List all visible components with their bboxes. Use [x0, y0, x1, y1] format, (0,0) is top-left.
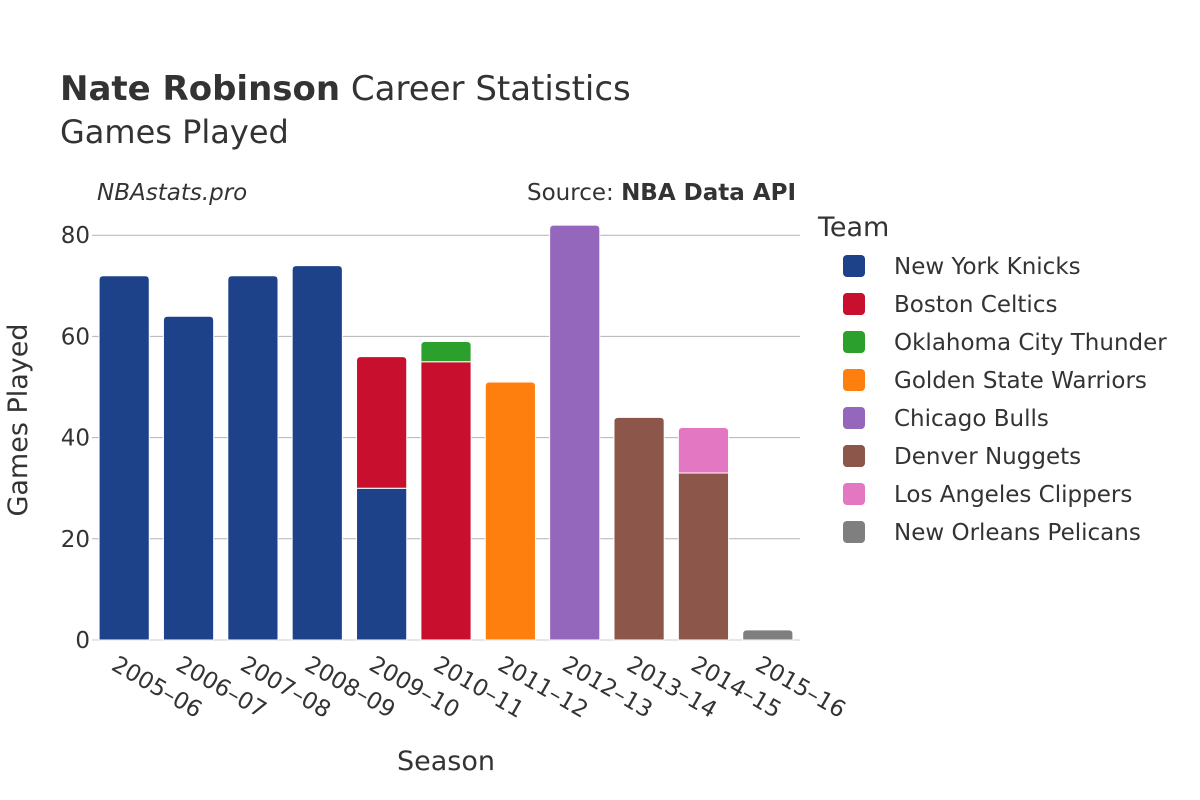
y-tick-label: 60	[61, 324, 90, 350]
legend-label: Los Angeles Clippers	[894, 482, 1132, 508]
chart-title: Nate Robinson Career Statistics	[60, 69, 631, 109]
legend-label: New Orleans Pelicans	[894, 520, 1141, 546]
legend-label: Boston Celtics	[894, 292, 1057, 318]
source-name: NBA Data API	[621, 180, 796, 206]
bars	[98, 224, 794, 641]
source-text: Source: NBA Data API	[527, 180, 796, 206]
legend-label: Oklahoma City Thunder	[894, 330, 1167, 356]
bar-segment	[420, 361, 472, 641]
legend-label: Golden State Warriors	[894, 368, 1147, 394]
y-axis-title: Games Played	[3, 323, 34, 516]
legend-swatch	[843, 331, 865, 353]
legend-swatch	[843, 293, 865, 315]
y-tick-label: 80	[61, 223, 90, 249]
legend-label: New York Knicks	[894, 254, 1081, 280]
legend: Team New York Knicks Boston Celtics Oklaho…	[817, 212, 1167, 546]
legend-swatch	[843, 369, 865, 391]
bar-segment	[227, 275, 279, 641]
bar-segment	[420, 340, 472, 363]
legend-swatch	[843, 445, 865, 467]
source-prefix: Source:	[527, 180, 621, 206]
y-tick-labels: 0 20 40 60 80	[61, 223, 90, 654]
legend-swatch	[843, 521, 865, 543]
legend-title: Team	[817, 212, 889, 243]
y-tick-label: 20	[61, 527, 90, 553]
bar-segment	[291, 265, 343, 641]
bar-segment	[613, 416, 665, 641]
chart-subtitle: Games Played	[60, 113, 289, 151]
bar-segment	[549, 224, 601, 641]
bar-segment	[677, 472, 730, 641]
y-tick-label: 40	[61, 426, 90, 452]
legend-label: Denver Nuggets	[894, 444, 1081, 470]
legend-label: Chicago Bulls	[894, 406, 1049, 432]
bar-segment	[742, 629, 794, 641]
x-tick-labels: 2005–062006–072007–082008–092009–102010–…	[107, 652, 850, 724]
watermark-text: NBAstats.pro	[97, 180, 247, 206]
bar-segment	[355, 487, 408, 641]
x-axis-title: Season	[397, 746, 495, 777]
legend-swatch	[843, 255, 865, 277]
legend-items: New York Knicks Boston Celtics Oklahoma Ci…	[843, 254, 1167, 546]
y-tick-label: 0	[75, 628, 90, 654]
legend-swatch	[843, 483, 865, 505]
title-player-name: Nate Robinson	[60, 69, 340, 109]
bar-segment	[356, 356, 408, 489]
title-suffix: Career Statistics	[340, 69, 631, 109]
bar-segment	[677, 427, 730, 474]
bar-segment	[98, 275, 150, 641]
bar-segment	[484, 381, 536, 641]
bar-segment	[162, 315, 215, 641]
legend-swatch	[843, 407, 865, 429]
